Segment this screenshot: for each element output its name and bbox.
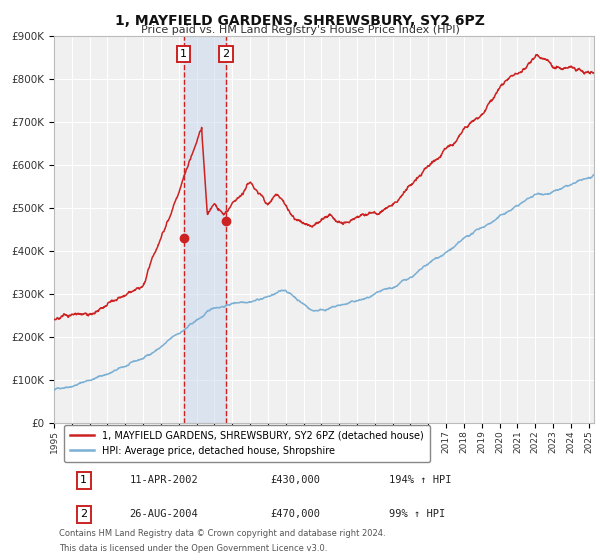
Legend: 1, MAYFIELD GARDENS, SHREWSBURY, SY2 6PZ (detached house), HPI: Average price, d: 1, MAYFIELD GARDENS, SHREWSBURY, SY2 6PZ… [64,425,430,461]
Text: Contains HM Land Registry data © Crown copyright and database right 2024.: Contains HM Land Registry data © Crown c… [59,529,386,538]
Text: 2: 2 [80,509,87,519]
Text: 99% ↑ HPI: 99% ↑ HPI [389,509,445,519]
Text: 26-AUG-2004: 26-AUG-2004 [130,509,199,519]
Text: 1: 1 [80,475,87,486]
Bar [184,36,226,423]
Text: 194% ↑ HPI: 194% ↑ HPI [389,475,451,486]
Text: £470,000: £470,000 [270,509,320,519]
Text: Price paid vs. HM Land Registry's House Price Index (HPI): Price paid vs. HM Land Registry's House … [140,25,460,35]
Text: £430,000: £430,000 [270,475,320,486]
Text: This data is licensed under the Open Government Licence v3.0.: This data is licensed under the Open Gov… [59,544,328,553]
Text: 1: 1 [180,49,187,59]
Text: 2: 2 [223,49,230,59]
Text: 1, MAYFIELD GARDENS, SHREWSBURY, SY2 6PZ: 1, MAYFIELD GARDENS, SHREWSBURY, SY2 6PZ [115,14,485,28]
Text: 11-APR-2002: 11-APR-2002 [130,475,199,486]
